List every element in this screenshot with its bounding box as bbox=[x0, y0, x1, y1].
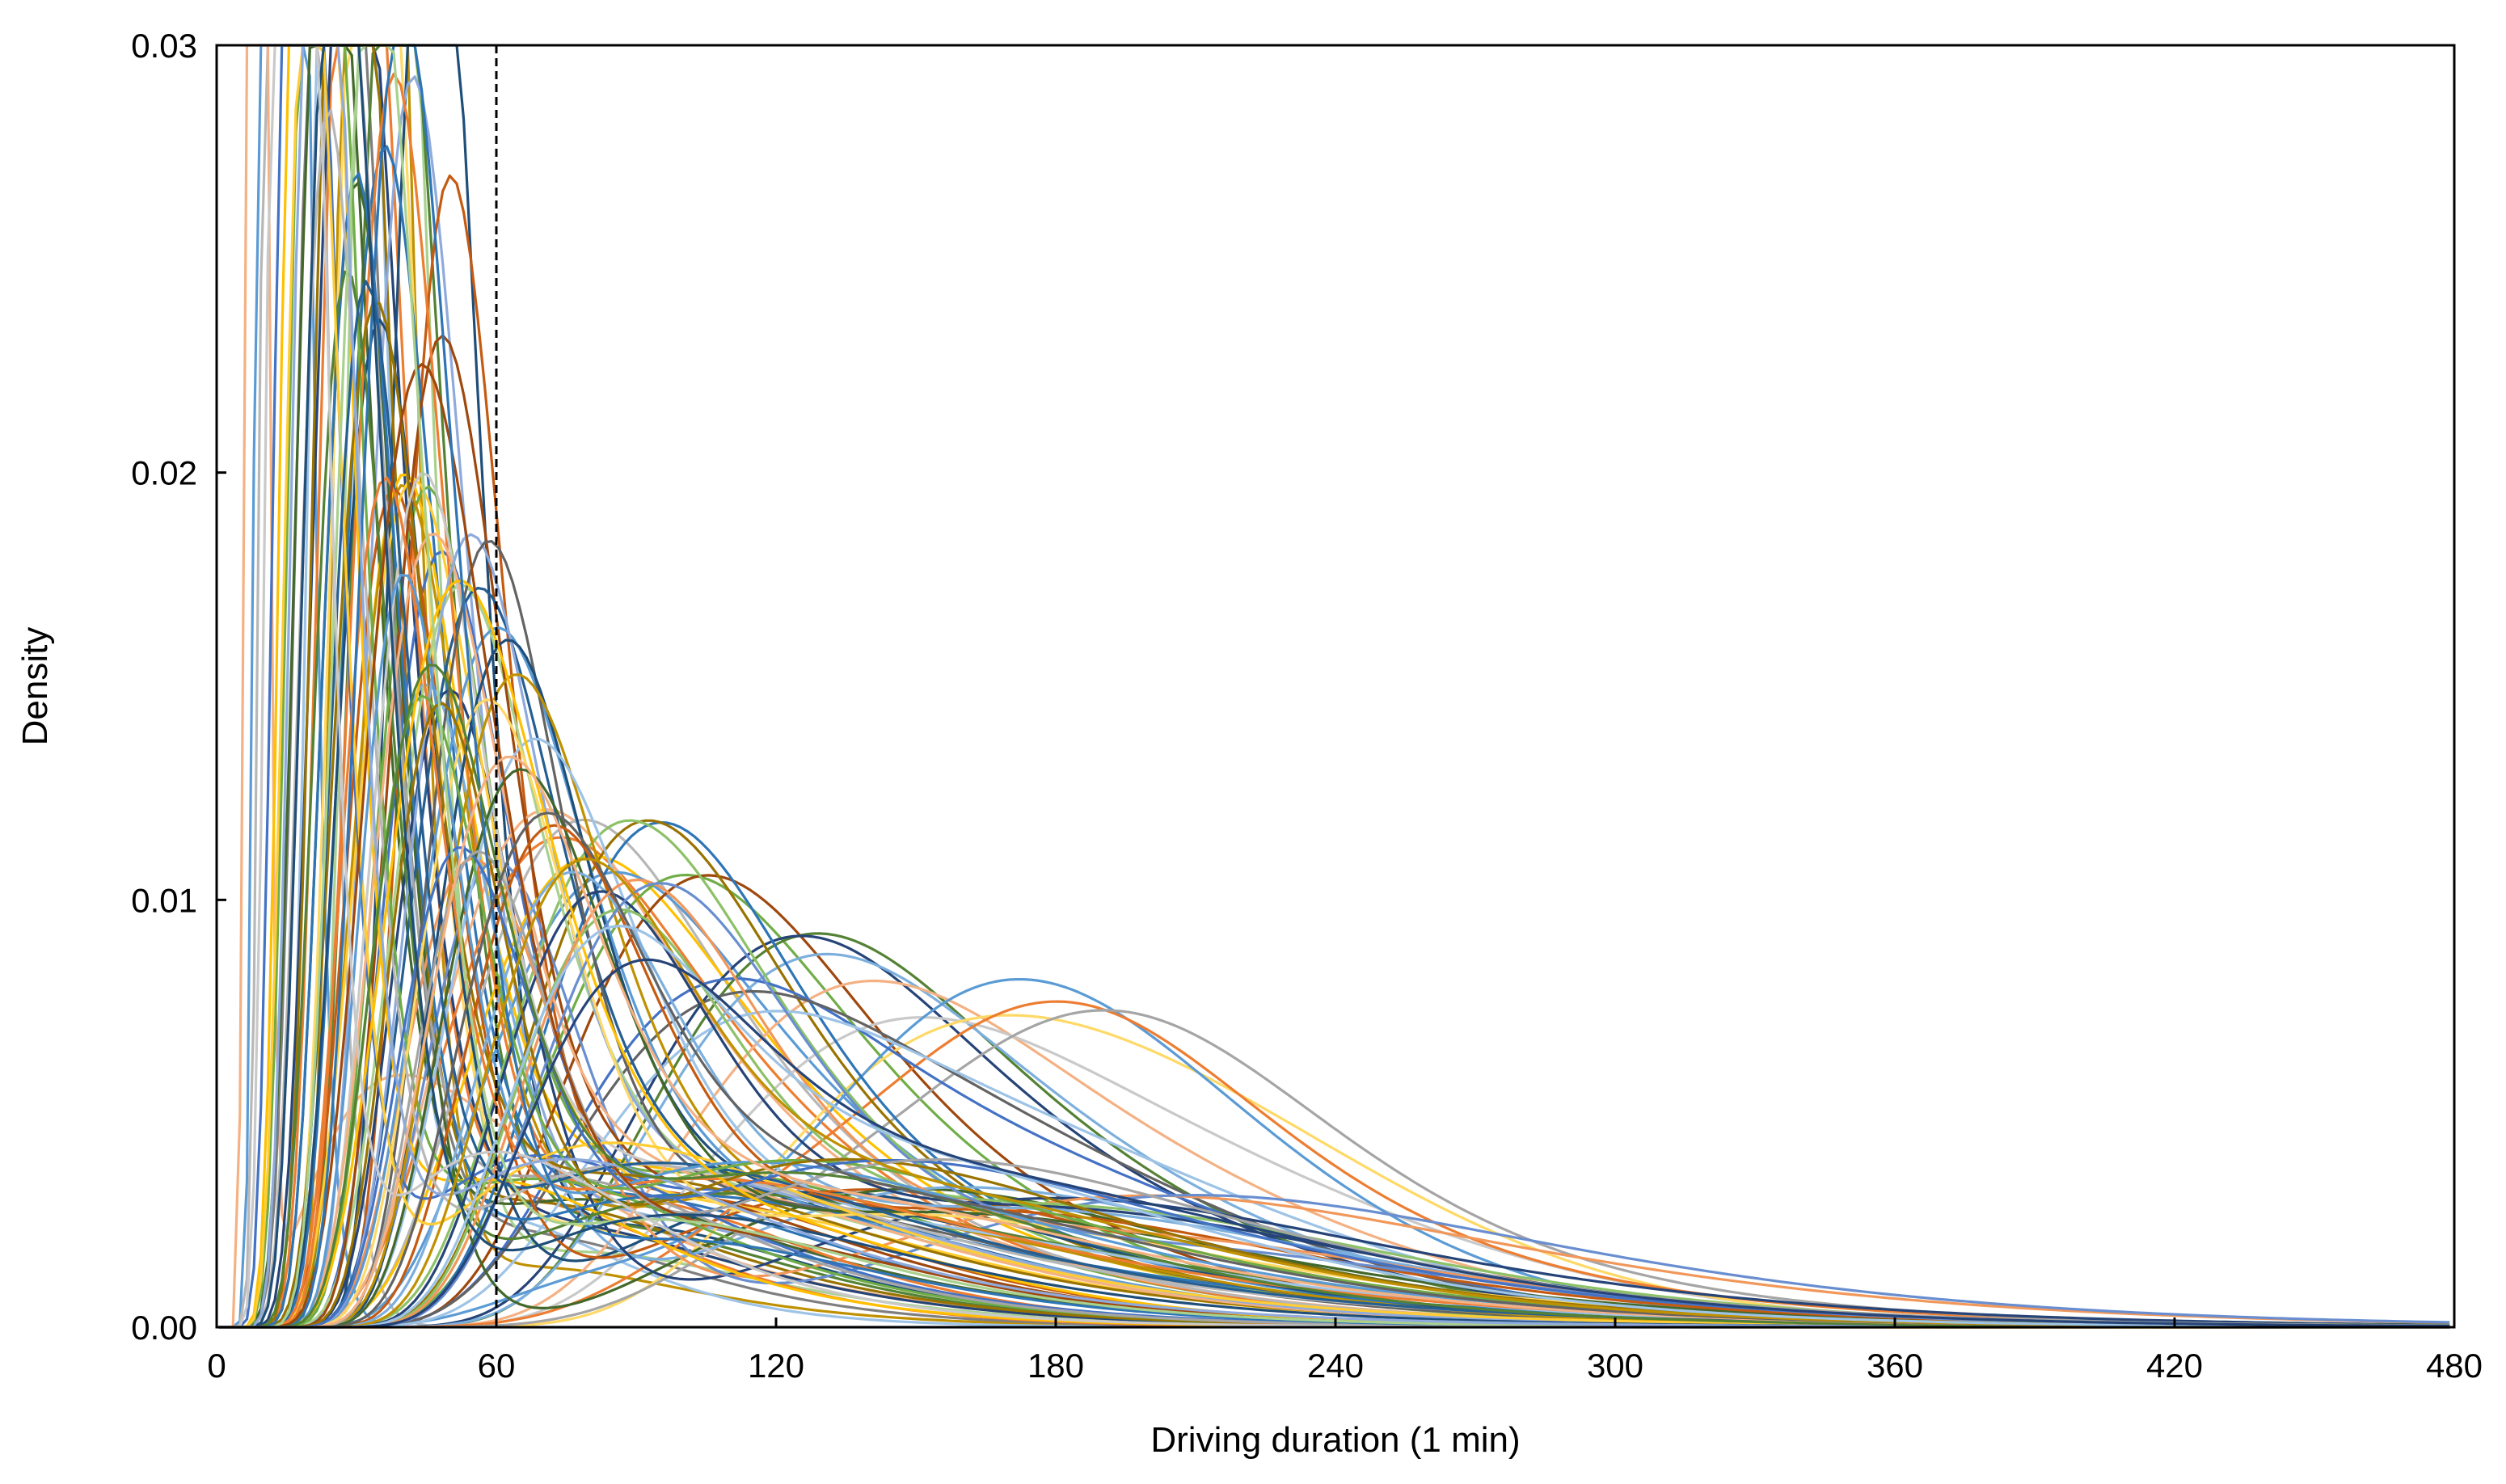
y-tick-label-0.03: 0.03 bbox=[131, 27, 197, 65]
density-curve-s100 bbox=[218, 958, 2450, 1329]
y-axis-title: Density bbox=[15, 627, 55, 746]
density-curve-s50 bbox=[218, 859, 2450, 1329]
x-tick-label-180: 180 bbox=[1027, 1347, 1084, 1385]
x-axis-title: Driving duration (1 min) bbox=[1150, 1420, 1520, 1460]
x-tick-label-420: 420 bbox=[2146, 1347, 2203, 1385]
x-tick-label-240: 240 bbox=[1307, 1347, 1364, 1385]
x-tick-label-300: 300 bbox=[1587, 1347, 1643, 1385]
y-tick-label-0.02: 0.02 bbox=[131, 454, 197, 492]
x-tick-label-480: 480 bbox=[2426, 1347, 2483, 1385]
x-tick-label-60: 60 bbox=[478, 1347, 516, 1385]
y-tick-label-0: 0.00 bbox=[131, 1309, 197, 1347]
density-curve-s48 bbox=[218, 688, 2450, 1329]
x-tick-label-0: 0 bbox=[207, 1347, 226, 1385]
ticks-layer: 0 60 120 180 240 300 360 420 480 0.00 0.01 0.02 0.03 bbox=[131, 27, 2483, 1385]
x-tick-label-120: 120 bbox=[748, 1347, 804, 1385]
x-tick-label-360: 360 bbox=[1867, 1347, 1923, 1385]
density-curve-s99 bbox=[218, 925, 2450, 1329]
y-tick-label-0.01: 0.01 bbox=[131, 881, 197, 919]
